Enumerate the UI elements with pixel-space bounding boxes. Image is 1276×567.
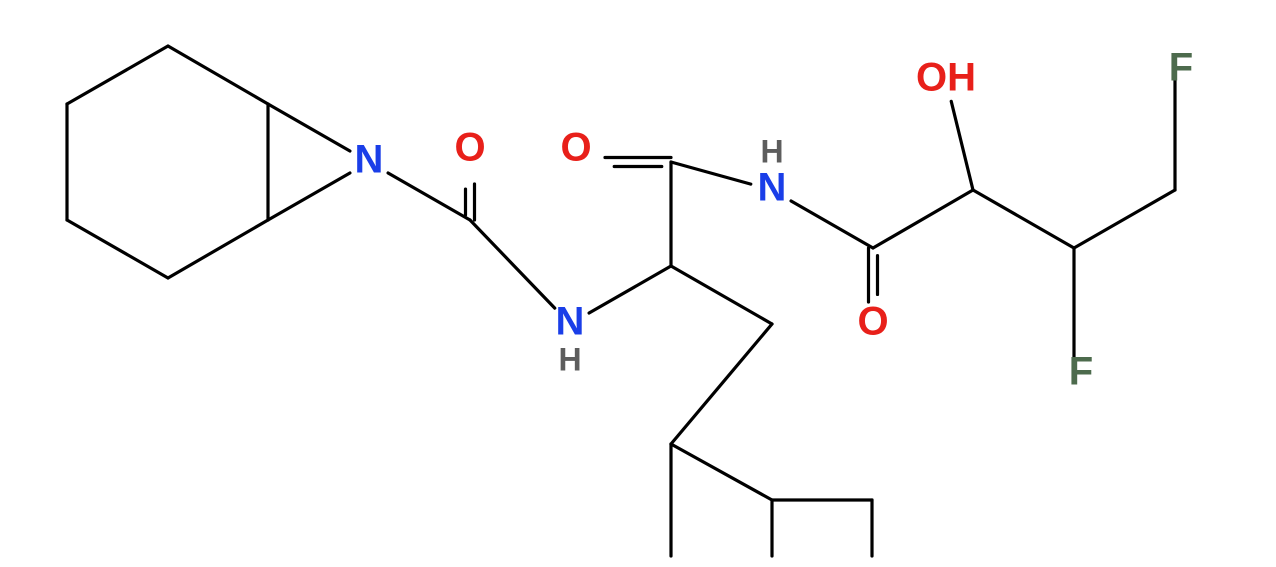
bond-n15-c16 — [791, 201, 873, 248]
bond-c8-n10 — [470, 220, 555, 308]
bond-c11-c12 — [671, 266, 772, 324]
atom-o14: O — [560, 126, 591, 170]
atom-n10-H: H — [558, 341, 581, 377]
bond-c12-c30 — [671, 324, 772, 444]
bond-c18-o19 — [951, 101, 973, 190]
atom-o19: OH — [916, 56, 976, 100]
atom-n7: N — [355, 138, 384, 182]
bond-c5-c6 — [168, 46, 268, 104]
bond-c13-n15 — [671, 162, 751, 184]
bond-c16-c18 — [873, 190, 973, 248]
atom-n10: N — [556, 300, 585, 344]
bond-c20-c23 — [1074, 190, 1175, 248]
bond-c6-c1 — [67, 46, 168, 104]
atom-f25: F — [1169, 46, 1193, 90]
bond-c5-n7 — [268, 104, 350, 151]
atom-o9: O — [454, 126, 485, 170]
bond-c2-c3 — [67, 220, 168, 278]
bond-c30-c32 — [671, 444, 772, 500]
bond-c4-n7 — [268, 173, 350, 220]
bond-n7-c8 — [388, 173, 470, 220]
bond-c18-c20 — [973, 190, 1074, 248]
atom-f22: F — [1069, 350, 1093, 394]
bond-n10-c11 — [589, 266, 671, 313]
molecule-diagram: NONHONHOOHFF — [0, 0, 1276, 567]
atom-n15-H: H — [760, 133, 783, 169]
atom-n15: N — [758, 166, 787, 210]
bond-c3-c4 — [168, 220, 268, 278]
atom-o17: O — [857, 300, 888, 344]
